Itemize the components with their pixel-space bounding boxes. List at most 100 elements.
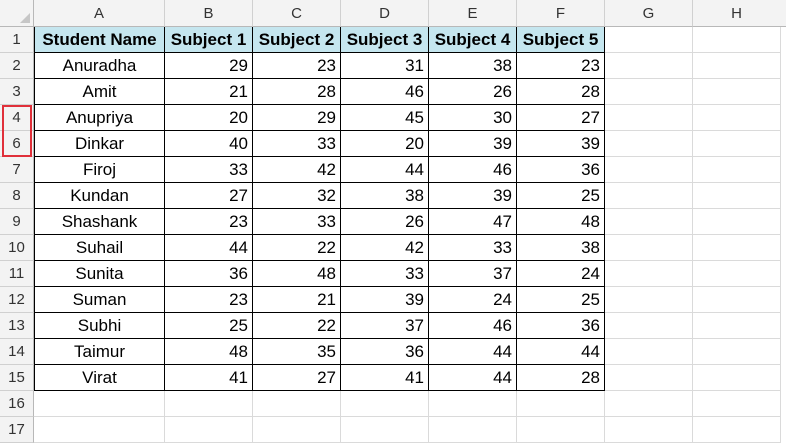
column-header-a[interactable]: A bbox=[34, 0, 165, 27]
cell-h17[interactable] bbox=[693, 417, 781, 443]
cell-g1[interactable] bbox=[605, 27, 693, 53]
row-header-3[interactable]: 3 bbox=[0, 79, 34, 105]
cell-a4[interactable]: Anupriya bbox=[34, 105, 165, 131]
cell-a12[interactable]: Suman bbox=[34, 287, 165, 313]
cell-f16[interactable] bbox=[517, 391, 605, 417]
cell-e12[interactable]: 24 bbox=[429, 287, 517, 313]
row-header-2[interactable]: 2 bbox=[0, 53, 34, 79]
cell-g15[interactable] bbox=[605, 365, 693, 391]
cell-b3[interactable]: 21 bbox=[165, 79, 253, 105]
row-header-15[interactable]: 15 bbox=[0, 365, 34, 391]
cell-e6[interactable]: 39 bbox=[429, 131, 517, 157]
cell-c6[interactable]: 33 bbox=[253, 131, 341, 157]
cell-c11[interactable]: 48 bbox=[253, 261, 341, 287]
cell-e7[interactable]: 46 bbox=[429, 157, 517, 183]
cell-d14[interactable]: 36 bbox=[341, 339, 429, 365]
row-header-8[interactable]: 8 bbox=[0, 183, 34, 209]
cell-f10[interactable]: 38 bbox=[517, 235, 605, 261]
cell-a3[interactable]: Amit bbox=[34, 79, 165, 105]
cell-f6[interactable]: 39 bbox=[517, 131, 605, 157]
cell-e16[interactable] bbox=[429, 391, 517, 417]
cell-c14[interactable]: 35 bbox=[253, 339, 341, 365]
cell-d16[interactable] bbox=[341, 391, 429, 417]
cell-f4[interactable]: 27 bbox=[517, 105, 605, 131]
cell-c8[interactable]: 32 bbox=[253, 183, 341, 209]
cell-h14[interactable] bbox=[693, 339, 781, 365]
cell-e4[interactable]: 30 bbox=[429, 105, 517, 131]
cell-g10[interactable] bbox=[605, 235, 693, 261]
cell-h13[interactable] bbox=[693, 313, 781, 339]
column-header-c[interactable]: C bbox=[253, 0, 341, 27]
cell-a11[interactable]: Sunita bbox=[34, 261, 165, 287]
row-header-13[interactable]: 13 bbox=[0, 313, 34, 339]
cell-b15[interactable]: 41 bbox=[165, 365, 253, 391]
column-header-d[interactable]: D bbox=[341, 0, 429, 27]
cell-h9[interactable] bbox=[693, 209, 781, 235]
cell-c9[interactable]: 33 bbox=[253, 209, 341, 235]
cell-e9[interactable]: 47 bbox=[429, 209, 517, 235]
cell-b6[interactable]: 40 bbox=[165, 131, 253, 157]
cell-e11[interactable]: 37 bbox=[429, 261, 517, 287]
cell-g13[interactable] bbox=[605, 313, 693, 339]
cell-f15[interactable]: 28 bbox=[517, 365, 605, 391]
row-header-17[interactable]: 17 bbox=[0, 417, 34, 443]
cell-e3[interactable]: 26 bbox=[429, 79, 517, 105]
row-header-7[interactable]: 7 bbox=[0, 157, 34, 183]
cell-g7[interactable] bbox=[605, 157, 693, 183]
cell-b8[interactable]: 27 bbox=[165, 183, 253, 209]
select-all-corner[interactable] bbox=[0, 0, 34, 27]
cell-d9[interactable]: 26 bbox=[341, 209, 429, 235]
cell-f17[interactable] bbox=[517, 417, 605, 443]
cell-f2[interactable]: 23 bbox=[517, 53, 605, 79]
column-header-h[interactable]: H bbox=[693, 0, 781, 27]
cell-g17[interactable] bbox=[605, 417, 693, 443]
cell-b1[interactable]: Subject 1 bbox=[165, 27, 253, 53]
cell-g2[interactable] bbox=[605, 53, 693, 79]
cell-g14[interactable] bbox=[605, 339, 693, 365]
cell-f12[interactable]: 25 bbox=[517, 287, 605, 313]
row-header-10[interactable]: 10 bbox=[0, 235, 34, 261]
cell-a14[interactable]: Taimur bbox=[34, 339, 165, 365]
cell-c15[interactable]: 27 bbox=[253, 365, 341, 391]
row-header-4[interactable]: 4 bbox=[0, 105, 34, 131]
cell-d3[interactable]: 46 bbox=[341, 79, 429, 105]
cell-h3[interactable] bbox=[693, 79, 781, 105]
cell-a1[interactable]: Student Name bbox=[34, 27, 165, 53]
cell-d12[interactable]: 39 bbox=[341, 287, 429, 313]
cell-c13[interactable]: 22 bbox=[253, 313, 341, 339]
cell-c2[interactable]: 23 bbox=[253, 53, 341, 79]
row-header-11[interactable]: 11 bbox=[0, 261, 34, 287]
cell-d11[interactable]: 33 bbox=[341, 261, 429, 287]
cell-d13[interactable]: 37 bbox=[341, 313, 429, 339]
cell-a9[interactable]: Shashank bbox=[34, 209, 165, 235]
cell-a13[interactable]: Subhi bbox=[34, 313, 165, 339]
row-header-9[interactable]: 9 bbox=[0, 209, 34, 235]
cell-h1[interactable] bbox=[693, 27, 781, 53]
cell-b13[interactable]: 25 bbox=[165, 313, 253, 339]
cell-h7[interactable] bbox=[693, 157, 781, 183]
cell-h15[interactable] bbox=[693, 365, 781, 391]
cell-b14[interactable]: 48 bbox=[165, 339, 253, 365]
cell-d2[interactable]: 31 bbox=[341, 53, 429, 79]
row-header-12[interactable]: 12 bbox=[0, 287, 34, 313]
cell-f7[interactable]: 36 bbox=[517, 157, 605, 183]
cell-g3[interactable] bbox=[605, 79, 693, 105]
cell-a10[interactable]: Suhail bbox=[34, 235, 165, 261]
cell-h10[interactable] bbox=[693, 235, 781, 261]
row-header-14[interactable]: 14 bbox=[0, 339, 34, 365]
cell-c1[interactable]: Subject 2 bbox=[253, 27, 341, 53]
cell-b17[interactable] bbox=[165, 417, 253, 443]
cell-f8[interactable]: 25 bbox=[517, 183, 605, 209]
cell-e15[interactable]: 44 bbox=[429, 365, 517, 391]
column-header-g[interactable]: G bbox=[605, 0, 693, 27]
cell-b10[interactable]: 44 bbox=[165, 235, 253, 261]
cell-b11[interactable]: 36 bbox=[165, 261, 253, 287]
cell-b12[interactable]: 23 bbox=[165, 287, 253, 313]
cell-g9[interactable] bbox=[605, 209, 693, 235]
cell-e1[interactable]: Subject 4 bbox=[429, 27, 517, 53]
cell-a6[interactable]: Dinkar bbox=[34, 131, 165, 157]
cell-f1[interactable]: Subject 5 bbox=[517, 27, 605, 53]
cell-b2[interactable]: 29 bbox=[165, 53, 253, 79]
cell-d15[interactable]: 41 bbox=[341, 365, 429, 391]
cell-g11[interactable] bbox=[605, 261, 693, 287]
